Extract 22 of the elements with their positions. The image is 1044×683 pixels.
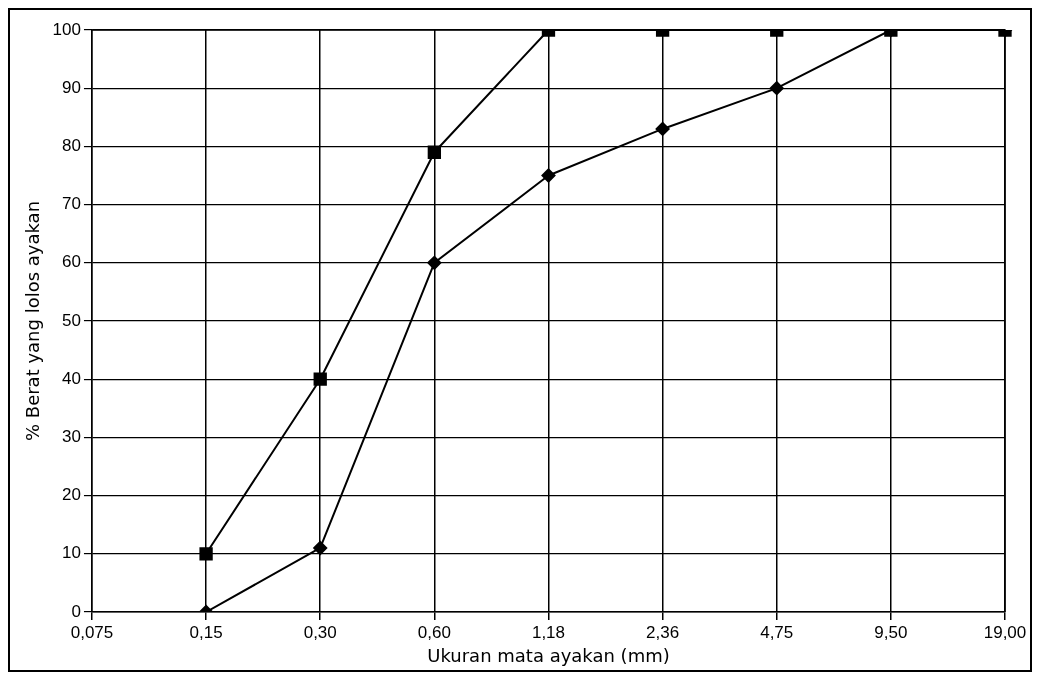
x-axis-title: Ukuran mata ayakan (mm) xyxy=(427,644,670,666)
x-tick-label: 1,18 xyxy=(531,622,566,642)
y-tick-label: 100 xyxy=(52,19,81,39)
y-tick-label: 40 xyxy=(62,368,81,388)
x-tick-label: 0,075 xyxy=(70,622,114,642)
x-tick-label: 4,75 xyxy=(760,622,794,642)
x-tick-label: 0,30 xyxy=(303,622,337,642)
y-tick-label: 50 xyxy=(62,310,81,330)
x-tick-label: 2,36 xyxy=(646,622,680,642)
x-tick-label: 0,60 xyxy=(417,622,451,642)
y-tick-label: 10 xyxy=(62,543,81,563)
y-tick-label: 70 xyxy=(62,194,81,214)
y-tick-label: 0 xyxy=(71,601,81,621)
y-tick-label: 30 xyxy=(62,427,81,447)
y-tick-label: 80 xyxy=(62,136,81,156)
x-tick-label: 9,50 xyxy=(874,622,908,642)
y-axis-title: % Berat yang lolos ayakan xyxy=(22,200,44,442)
y-tick-label: 90 xyxy=(62,77,81,97)
y-tick-label: 20 xyxy=(62,485,81,505)
y-tick-label: 60 xyxy=(62,252,81,272)
x-tick-label: 19,00 xyxy=(983,622,1027,642)
x-tick-label: 0,15 xyxy=(189,622,223,642)
